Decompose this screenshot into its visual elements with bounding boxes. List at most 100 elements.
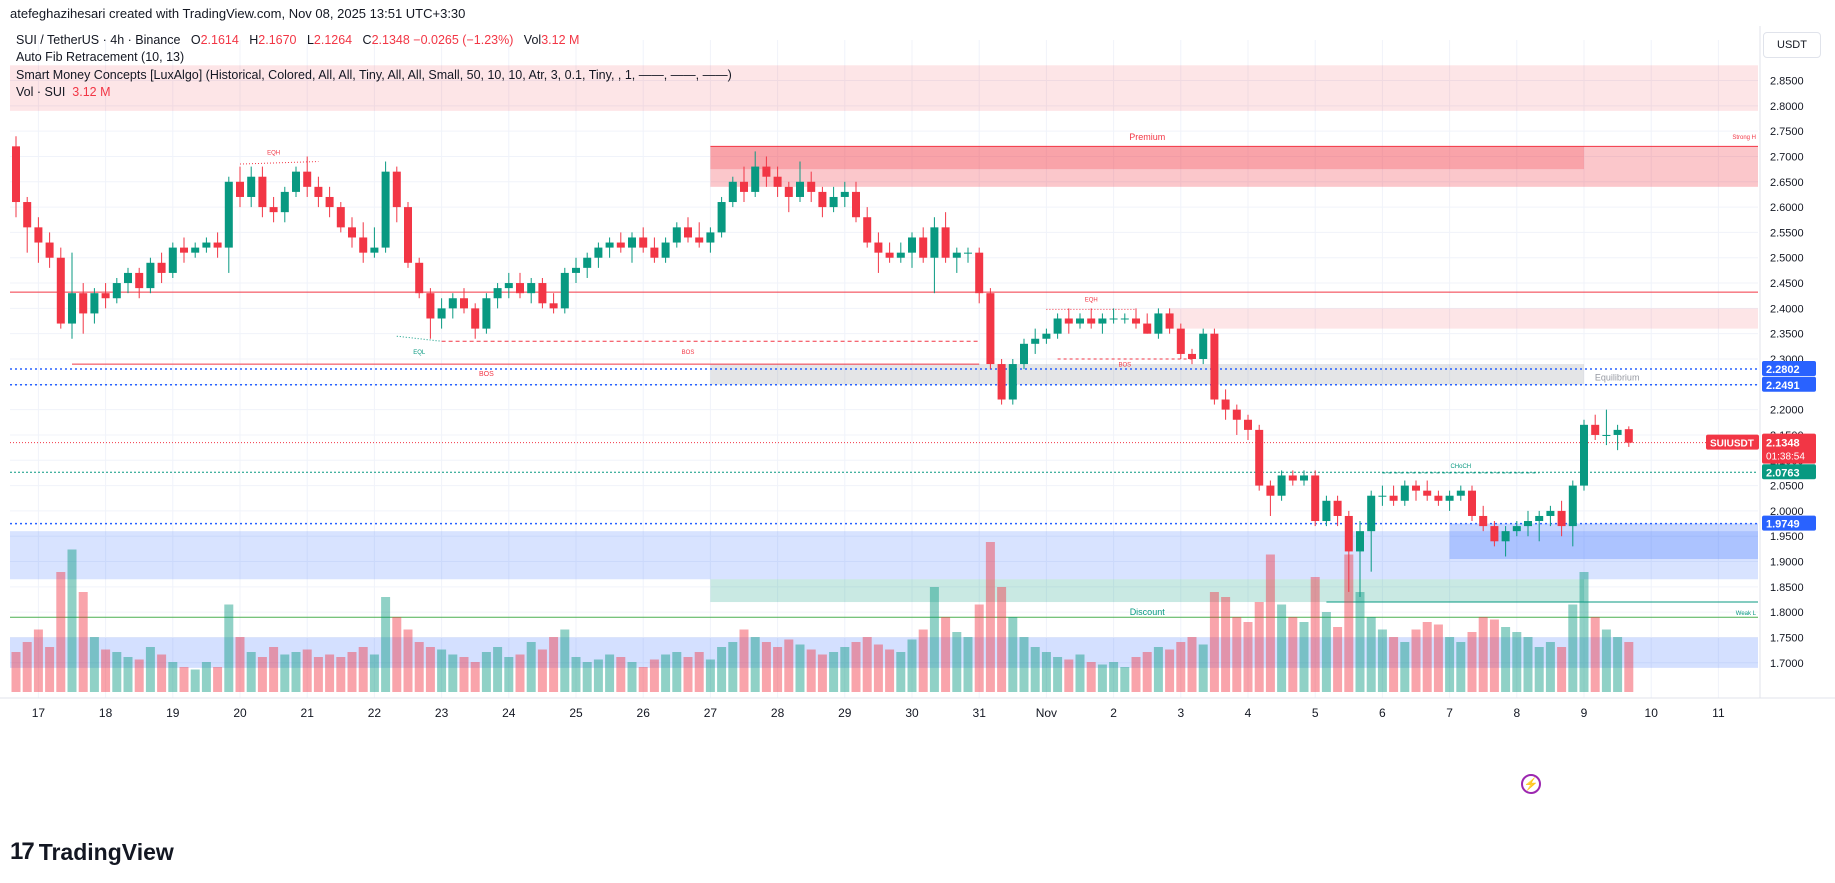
volume-bar [1209,592,1219,692]
volume-bar [1254,602,1264,692]
time-tick-label[interactable]: 29 [838,706,852,720]
candle [1501,526,1510,557]
volume-bar [201,662,211,692]
candle-body [504,283,513,289]
time-tick-label[interactable]: 27 [704,706,718,720]
candle [661,237,670,263]
candle [1244,414,1252,441]
volume-bar [302,649,312,692]
candle [1479,505,1488,532]
volume-bar [1030,647,1040,692]
time-tick-label[interactable]: 7 [1446,706,1453,720]
time-tick-label[interactable]: 17 [32,706,46,720]
time-tick-label[interactable]: 8 [1513,706,1520,720]
close-value: 2.1348 [371,33,410,47]
candle-body [1479,515,1488,527]
volume-bar [190,669,200,692]
time-tick-label[interactable]: Nov [1036,706,1057,720]
candle-body [23,202,32,228]
time-tick-label[interactable]: 23 [435,706,449,720]
candle-body [415,262,424,294]
candle-body [1199,333,1208,359]
time-tick-label[interactable]: 31 [973,706,987,720]
candle [280,186,289,223]
low-value: 2.1264 [313,33,353,47]
chart-header-credit: atefeghazihesari created with TradingVie… [10,6,466,21]
price-tick-label: 2.6000 [1770,202,1804,214]
indicator-fib-legend[interactable]: Auto Fib Retracement (10, 13) [16,50,185,64]
candle-body [1490,526,1499,542]
time-tick-label[interactable]: 9 [1581,706,1588,720]
volume-bar [1478,617,1488,692]
volume-bar [750,637,760,692]
candle [303,156,312,197]
time-tick-label[interactable]: 10 [1645,706,1659,720]
candle [224,176,233,273]
time-tick-label[interactable]: 19 [166,706,180,720]
time-tick-label[interactable]: 2 [1110,706,1117,720]
volume-bar [683,657,693,692]
volume-band [10,637,1758,668]
candle-body [1311,475,1320,522]
ohlc-legend: SUI / TetherUS · 4h · Binance O2.1614 H2… [16,33,579,47]
tradingview-logo-mark: 17 [10,838,35,865]
chart-area[interactable]: Premium Equilibrium Discount Strong H Weak L… [0,26,1835,826]
candle [560,267,569,314]
time-tick-label[interactable]: 6 [1379,706,1386,720]
time-tick-label[interactable]: 26 [637,706,651,720]
price-chart-svg[interactable]: Premium Equilibrium Discount Strong H Weak L… [0,26,1835,826]
currency-button[interactable]: USDT [1763,32,1821,58]
volume-bar [728,642,738,692]
volume-bar [1422,622,1432,692]
candle [583,252,592,278]
time-tick-label[interactable]: 4 [1245,706,1252,720]
time-tick-label[interactable]: 21 [301,706,315,720]
candle-body [460,298,468,309]
indicator-smc-legend[interactable]: Smart Money Concepts [LuxAlgo] (Historic… [16,68,732,82]
candle-body [1367,495,1376,532]
volume-bar [1501,627,1511,692]
time-tick-label[interactable]: 11 [1712,706,1725,720]
lightning-icon[interactable]: ⚡ [1521,774,1541,794]
volume-bar [313,657,323,692]
time-tick-label[interactable]: 25 [569,706,583,720]
order-block-bearish [710,146,1584,170]
time-tick-label[interactable]: 24 [502,706,516,720]
candle [784,181,793,213]
candle-body [773,176,782,187]
time-tick-label[interactable]: 30 [905,706,919,720]
time-tick-label[interactable]: 5 [1312,706,1319,720]
candle-body [157,262,166,273]
time-tick-label[interactable]: 28 [771,706,785,720]
tradingview-logo: 17 TradingView [10,838,174,866]
volume-bar [1624,642,1634,692]
volume-bar [549,637,559,692]
volume-bar [101,649,111,692]
candle-body [1109,318,1118,320]
volume-bar [873,644,883,692]
volume-bar [381,597,391,692]
candle [1300,470,1308,486]
indicator-volume-legend[interactable]: Vol · SUI 3.12 M [16,85,111,99]
price-tick-label: 2.2000 [1770,405,1804,417]
candle-body [135,272,144,289]
candle-body [314,186,323,197]
equilibrium-label: Equilibrium [1595,373,1640,383]
volume-bar [45,647,55,692]
candle-body [202,242,211,248]
candle [840,181,849,208]
bos-label-1: BOS [682,350,695,356]
time-tick-label[interactable]: 18 [99,706,113,720]
candle [1613,424,1622,451]
candle [516,272,524,299]
candle-body [1624,429,1633,443]
symbol-title[interactable]: SUI / TetherUS · 4h · Binance [16,33,181,47]
time-tick-label[interactable]: 3 [1177,706,1184,720]
candle [247,166,256,208]
time-tick-label[interactable]: 20 [233,706,247,720]
time-tick-label[interactable]: 22 [368,706,382,720]
candle-body [1512,526,1521,532]
candle [348,217,356,248]
candle [1232,404,1241,435]
candle-body [829,196,838,208]
